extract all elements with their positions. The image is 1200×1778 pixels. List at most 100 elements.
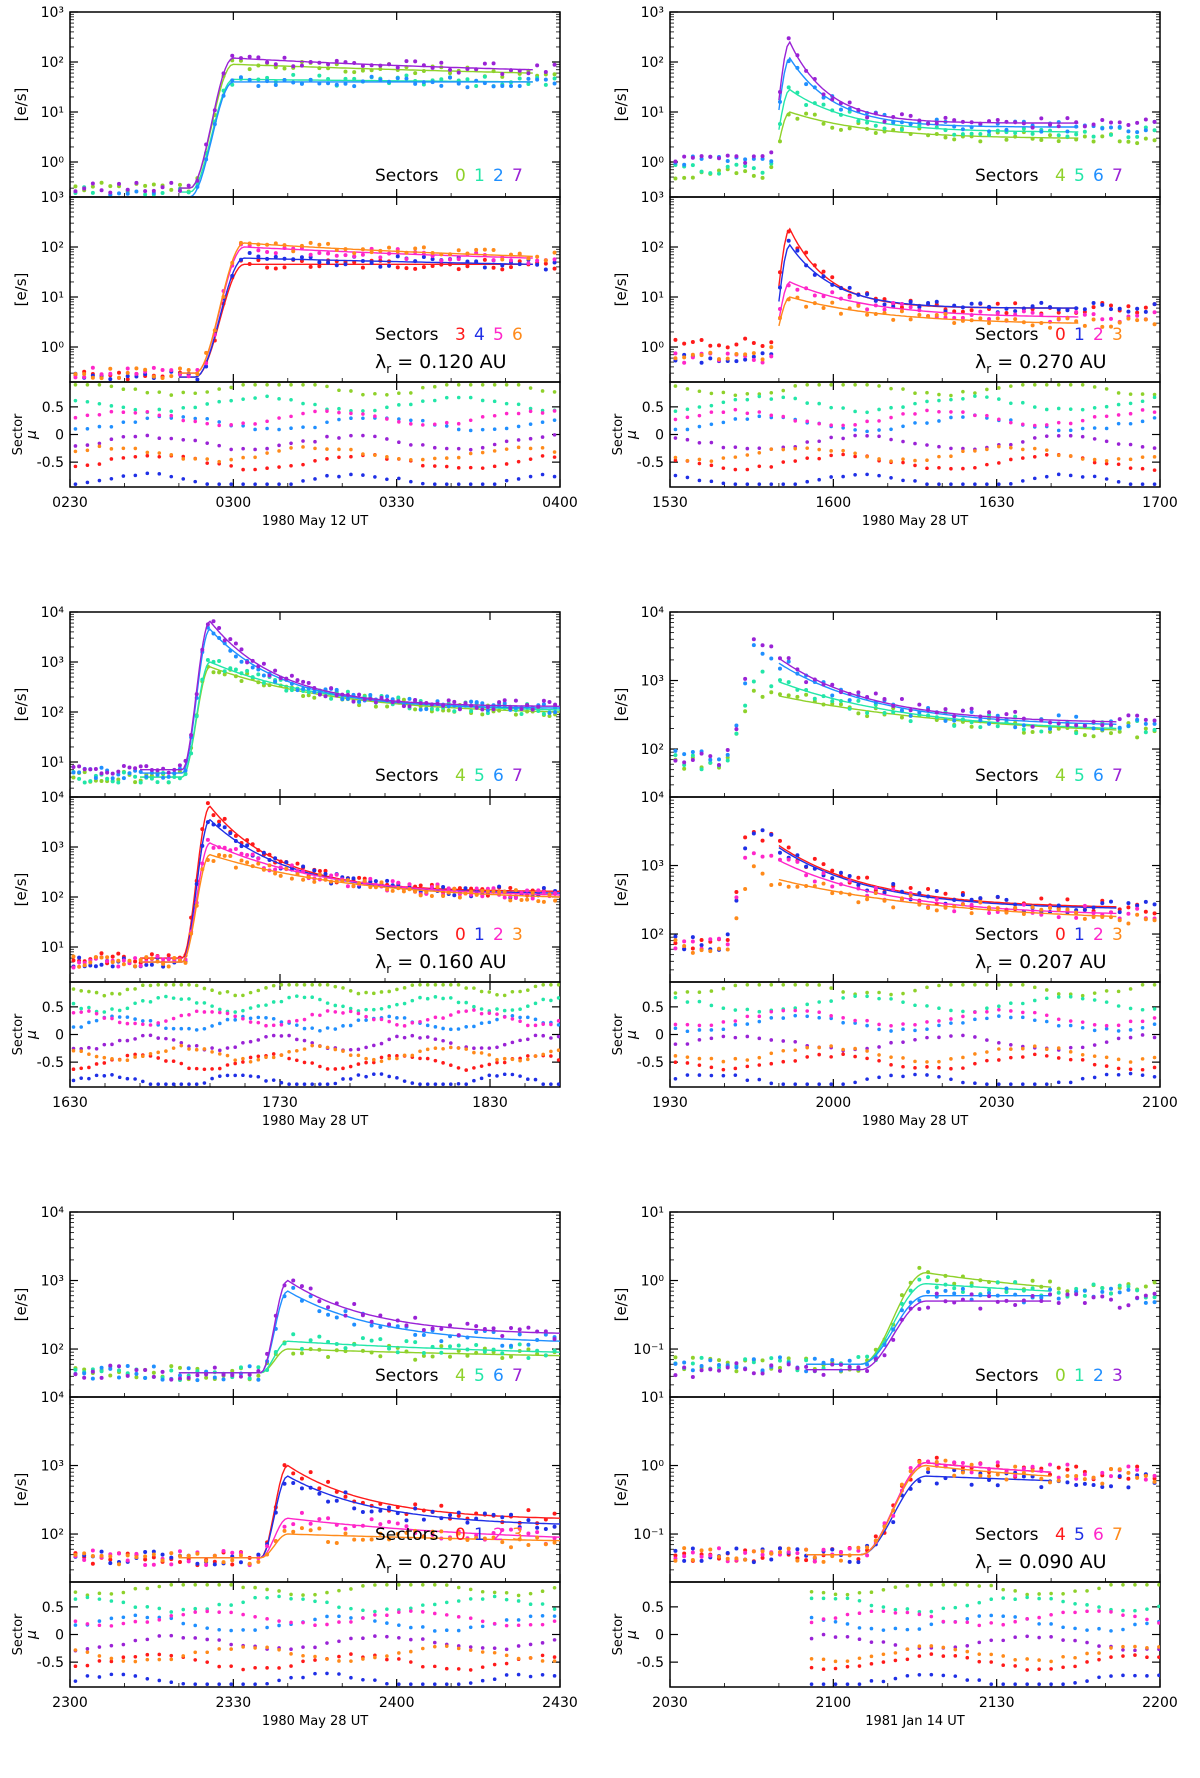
mu-point bbox=[961, 482, 965, 487]
data-point bbox=[116, 772, 121, 777]
data-point bbox=[1152, 918, 1157, 923]
sectors-label: Sectors bbox=[975, 925, 1039, 945]
mu-point bbox=[889, 1073, 893, 1078]
mu-point bbox=[233, 1014, 237, 1019]
data-point bbox=[838, 107, 843, 112]
data-point bbox=[699, 169, 704, 174]
mu-point bbox=[504, 401, 509, 406]
y-tick-label: 10³ bbox=[41, 190, 64, 206]
mu-point bbox=[73, 444, 78, 448]
data-point bbox=[995, 311, 1000, 316]
data-point bbox=[222, 669, 227, 674]
y-tick-label: 10² bbox=[641, 927, 664, 943]
mu-point bbox=[194, 1009, 199, 1014]
data-point bbox=[105, 770, 110, 775]
mu-point bbox=[721, 1034, 726, 1039]
mu-point bbox=[164, 994, 168, 999]
x-tick-label: 1630 bbox=[979, 495, 1015, 511]
mu-point bbox=[1092, 405, 1097, 410]
data-point bbox=[543, 261, 548, 266]
mu-point bbox=[865, 419, 869, 424]
mu-point bbox=[229, 447, 233, 452]
data-point bbox=[160, 375, 165, 380]
data-point bbox=[908, 305, 913, 310]
data-point bbox=[1126, 921, 1131, 926]
mu-point bbox=[518, 989, 522, 994]
mu-point bbox=[1056, 428, 1061, 433]
mu-point bbox=[1056, 992, 1061, 996]
mu-point bbox=[325, 1067, 330, 1071]
data-point bbox=[1082, 903, 1087, 908]
mu-point bbox=[181, 390, 186, 395]
data-point bbox=[1039, 138, 1044, 143]
mu-point bbox=[433, 1046, 438, 1051]
data-point bbox=[407, 704, 412, 709]
mu-point bbox=[433, 1015, 438, 1020]
data-point bbox=[917, 305, 922, 310]
data-point bbox=[969, 724, 974, 729]
data-point bbox=[1109, 731, 1113, 736]
mu-point bbox=[817, 1052, 821, 1057]
data-point bbox=[407, 696, 412, 701]
mu-point bbox=[279, 999, 284, 1004]
mu-point bbox=[769, 1016, 774, 1020]
mu-point bbox=[1116, 413, 1121, 417]
mu-point bbox=[349, 433, 353, 438]
data-point bbox=[250, 665, 255, 670]
mu-point bbox=[1152, 1065, 1157, 1070]
mu-point bbox=[685, 387, 690, 391]
data-point bbox=[474, 84, 479, 89]
data-point bbox=[401, 697, 406, 702]
data-point bbox=[502, 889, 507, 894]
data-point bbox=[1021, 730, 1026, 735]
data-point bbox=[978, 301, 983, 306]
mu-point bbox=[673, 1026, 678, 1031]
data-point bbox=[1074, 723, 1079, 728]
mu-point bbox=[313, 382, 317, 387]
mu-point bbox=[781, 482, 786, 487]
mu-point bbox=[1092, 1028, 1097, 1033]
data-point bbox=[943, 135, 948, 140]
x-axis-date-label: 1980 May 28 UT bbox=[862, 514, 968, 529]
mu-point bbox=[289, 441, 293, 446]
mu-point bbox=[533, 1023, 538, 1028]
data-point bbox=[525, 888, 530, 893]
mu-point bbox=[853, 382, 857, 387]
mu-point bbox=[805, 1055, 809, 1059]
mu-point bbox=[233, 1061, 237, 1066]
data-point bbox=[760, 828, 765, 833]
data-point bbox=[491, 61, 496, 66]
data-point bbox=[899, 896, 904, 901]
mu-point bbox=[265, 419, 269, 424]
mu-point bbox=[241, 482, 245, 487]
mu-point bbox=[793, 1039, 798, 1044]
data-point bbox=[133, 956, 138, 961]
mu-point bbox=[441, 982, 445, 987]
mu-point bbox=[769, 1061, 774, 1066]
data-point bbox=[369, 1323, 374, 1328]
mu-point bbox=[541, 982, 545, 987]
mu-point bbox=[141, 1022, 145, 1027]
data-point bbox=[308, 77, 313, 82]
mu-point bbox=[1092, 457, 1097, 462]
mu-point bbox=[361, 392, 365, 397]
data-point bbox=[1135, 120, 1140, 125]
mu-point bbox=[949, 1057, 953, 1061]
data-point bbox=[1143, 128, 1148, 133]
mu-point bbox=[421, 423, 425, 427]
mu-point bbox=[117, 1075, 122, 1080]
mu-point bbox=[279, 1080, 284, 1085]
data-point bbox=[1100, 723, 1105, 728]
data-point bbox=[795, 248, 800, 253]
data-point bbox=[413, 246, 418, 251]
mu-point bbox=[961, 1080, 965, 1085]
data-point bbox=[838, 702, 843, 707]
data-layer bbox=[673, 982, 1157, 1087]
data-point bbox=[378, 264, 383, 269]
mu-point bbox=[71, 987, 76, 991]
data-point bbox=[1152, 911, 1157, 916]
data-point bbox=[169, 1377, 174, 1382]
mu-point bbox=[441, 1038, 445, 1043]
mu-point bbox=[745, 1064, 750, 1069]
